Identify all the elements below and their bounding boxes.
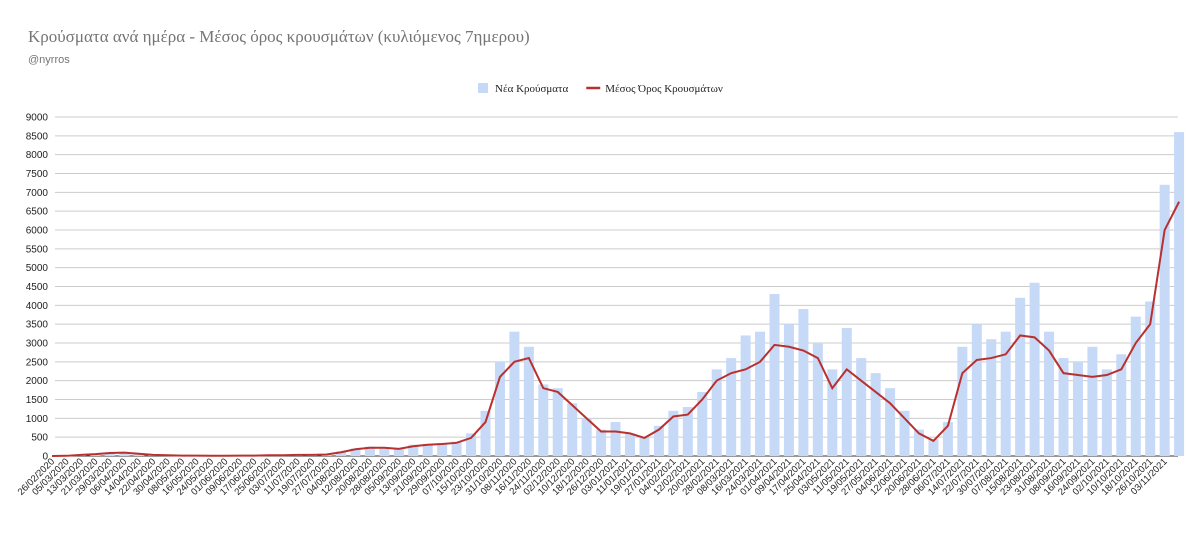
legend: Νέα Κρούσματα Μέσος Όρος Κρουσμάτων <box>478 83 723 95</box>
bar <box>481 411 491 456</box>
bar <box>1174 132 1184 456</box>
bar <box>842 328 852 456</box>
y-tick-label: 7500 <box>26 169 49 180</box>
bar <box>567 403 577 456</box>
y-tick-label: 1500 <box>26 395 49 406</box>
y-tick-label: 9000 <box>26 113 49 124</box>
y-tick-label: 5000 <box>26 263 49 274</box>
bar <box>1030 283 1040 456</box>
bar <box>798 309 808 456</box>
y-tick-label: 500 <box>31 433 48 444</box>
y-tick-label: 2500 <box>26 357 49 368</box>
bar <box>697 392 707 456</box>
bar <box>871 373 881 456</box>
bar <box>712 369 722 456</box>
bar <box>972 324 982 456</box>
bar <box>553 388 563 456</box>
bar <box>596 430 606 456</box>
bar <box>1160 185 1170 456</box>
y-tick-label: 6500 <box>26 207 49 218</box>
bar <box>755 332 765 456</box>
chart-title: Κρούσματα ανά ημέρα - Μέσος όρος κρουσμά… <box>28 27 530 46</box>
y-tick-label: 2000 <box>26 376 49 387</box>
bar <box>885 388 895 456</box>
y-tick-label: 8000 <box>26 150 49 161</box>
bar <box>611 422 621 456</box>
y-tick-label: 7000 <box>26 188 49 199</box>
y-tick-label: 4000 <box>26 301 49 312</box>
bar <box>582 418 592 456</box>
bar <box>741 335 751 456</box>
bar <box>784 324 794 456</box>
bar <box>538 384 548 456</box>
y-tick-label: 3500 <box>26 320 49 331</box>
bar <box>1015 298 1025 456</box>
bar <box>856 358 866 456</box>
y-tick-label: 5500 <box>26 244 49 255</box>
y-tick-label: 1000 <box>26 414 49 425</box>
bar <box>625 433 635 456</box>
y-tick-label: 8500 <box>26 131 49 142</box>
bar <box>957 347 967 456</box>
y-tick-label: 6000 <box>26 226 49 237</box>
legend-label: Νέα Κρούσματα <box>495 83 568 95</box>
bar <box>1102 369 1112 456</box>
legend-label: Μέσος Όρος Κρουσμάτων <box>605 83 723 95</box>
bar <box>1087 347 1097 456</box>
y-tick-label: 4500 <box>26 282 49 293</box>
bar <box>770 294 780 456</box>
bar <box>509 332 519 456</box>
bar <box>639 437 649 456</box>
y-tick-label: 3000 <box>26 339 49 350</box>
legend-swatch <box>478 83 488 93</box>
chart-subtitle: @nyrros <box>28 54 70 66</box>
